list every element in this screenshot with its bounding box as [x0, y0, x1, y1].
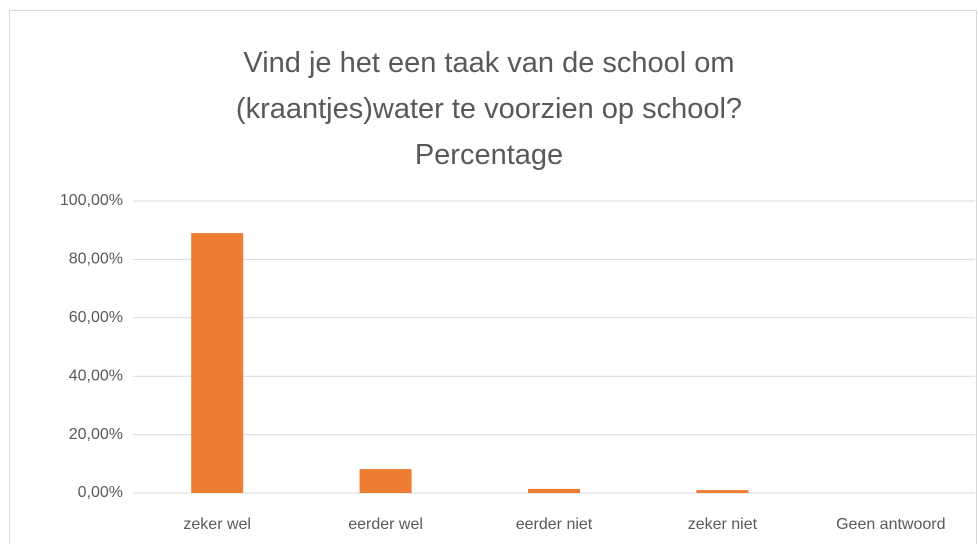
x-tick-label: eerder wel: [348, 516, 423, 533]
chart-border: [9, 10, 977, 544]
bar: [191, 233, 244, 493]
chart-subtitle: Percentage: [414, 139, 564, 171]
bar: [528, 488, 580, 493]
y-tick-label: 100,00%: [60, 192, 123, 209]
y-tick-label: 0,00%: [78, 484, 123, 501]
y-tick-label: 60,00%: [69, 309, 123, 326]
chart-title: Vind je het een taak van de school om (k…: [235, 47, 743, 125]
x-tick-label: zeker niet: [688, 516, 758, 533]
y-tick-label: 80,00%: [69, 251, 123, 268]
x-tick-label: zeker wel: [183, 516, 251, 533]
x-tick-label: Geen antwoord: [836, 516, 945, 533]
bar: [696, 490, 749, 493]
bar: [359, 469, 412, 493]
x-tick-label: eerder niet: [516, 516, 593, 533]
title-block: Vind je het een taak van de school om (k…: [0, 40, 978, 178]
y-tick-label: 40,00%: [69, 367, 123, 384]
y-tick-label: 20,00%: [69, 426, 123, 443]
